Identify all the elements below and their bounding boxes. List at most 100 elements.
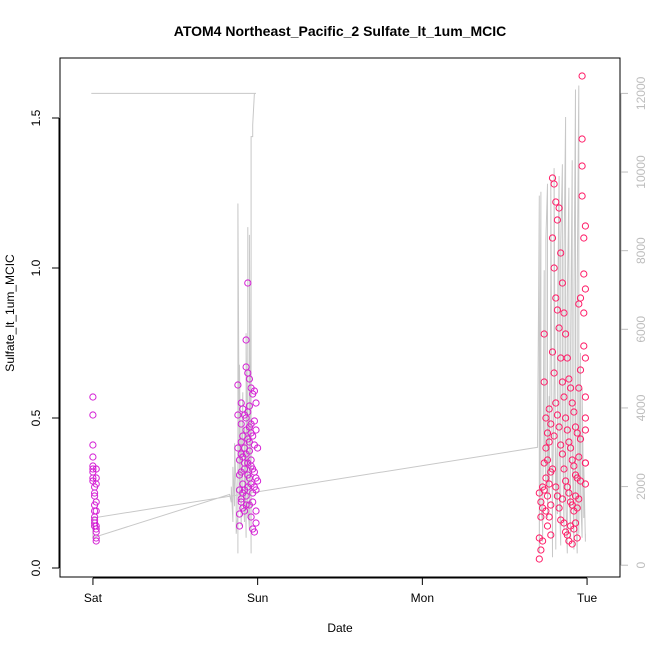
x-tick-label: Tue bbox=[577, 591, 598, 605]
data-point bbox=[543, 522, 552, 530]
data-point bbox=[237, 420, 245, 428]
x-tick-label: Sun bbox=[247, 591, 268, 605]
data-point bbox=[235, 522, 244, 530]
data-point bbox=[250, 468, 258, 476]
x-axis-label: Date bbox=[327, 621, 353, 635]
data-point bbox=[92, 525, 100, 533]
data-point bbox=[91, 489, 99, 497]
data-point bbox=[567, 444, 575, 452]
data-point bbox=[252, 426, 260, 434]
data-point bbox=[547, 420, 555, 428]
data-point bbox=[552, 483, 560, 491]
data-point bbox=[578, 135, 586, 143]
data-point bbox=[548, 234, 557, 242]
data-point bbox=[568, 540, 576, 548]
y2-tick-label: 0 bbox=[634, 562, 648, 569]
data-point bbox=[535, 555, 543, 563]
altitude-line-layer bbox=[91, 85, 586, 558]
data-point bbox=[581, 459, 590, 467]
data-point bbox=[550, 264, 558, 272]
data-point bbox=[540, 486, 548, 494]
plot-frame bbox=[59, 57, 621, 578]
data-point bbox=[555, 504, 563, 512]
data-point bbox=[553, 411, 562, 419]
y2-tick-label: 4000 bbox=[634, 394, 648, 421]
data-point bbox=[252, 507, 260, 515]
y-axis-right: 0 2000 4000 6000 8000 10000 12000 bbox=[620, 76, 648, 569]
data-point bbox=[576, 435, 585, 443]
data-point bbox=[542, 507, 550, 515]
data-point bbox=[543, 429, 552, 437]
y-tick-label: 0.5 bbox=[29, 409, 43, 426]
data-point bbox=[550, 432, 558, 440]
data-point bbox=[540, 330, 548, 338]
data-point bbox=[573, 534, 581, 542]
y-tick-label: 1.5 bbox=[29, 109, 43, 126]
x-axis: Sat Sun Mon Tue bbox=[84, 577, 598, 605]
data-point bbox=[560, 309, 568, 317]
data-point bbox=[250, 387, 258, 395]
data-point bbox=[542, 444, 550, 452]
data-point bbox=[89, 441, 97, 449]
data-point bbox=[542, 414, 550, 422]
data-point bbox=[560, 393, 568, 401]
data-point bbox=[580, 234, 588, 242]
data-point bbox=[552, 294, 560, 302]
data-point bbox=[244, 471, 252, 479]
data-point bbox=[245, 402, 253, 410]
data-point bbox=[578, 162, 586, 170]
data-point bbox=[242, 426, 250, 434]
data-point bbox=[252, 486, 260, 494]
data-point bbox=[552, 198, 560, 206]
data-point bbox=[570, 408, 578, 416]
data-point bbox=[545, 480, 553, 488]
data-point bbox=[581, 222, 590, 230]
data-point bbox=[89, 453, 97, 461]
x-tick-label: Mon bbox=[411, 591, 434, 605]
y2-tick-label: 6000 bbox=[634, 316, 648, 343]
data-point bbox=[242, 501, 250, 509]
points-layer bbox=[89, 72, 590, 563]
data-point bbox=[553, 306, 562, 314]
data-point bbox=[581, 426, 590, 434]
data-point bbox=[247, 420, 255, 428]
data-point bbox=[552, 399, 560, 407]
data-point bbox=[89, 393, 97, 401]
data-point bbox=[543, 492, 552, 500]
data-point bbox=[254, 444, 262, 452]
data-point bbox=[555, 324, 563, 332]
altitude-line-0 bbox=[91, 85, 586, 558]
data-point bbox=[92, 522, 100, 530]
data-point bbox=[578, 192, 586, 200]
data-point bbox=[555, 204, 563, 212]
data-point bbox=[237, 450, 245, 458]
data-point bbox=[576, 366, 585, 374]
data-point bbox=[92, 507, 100, 515]
data-point bbox=[550, 369, 558, 377]
y2-tick-label: 10000 bbox=[634, 155, 648, 189]
data-point bbox=[540, 378, 548, 386]
data-point bbox=[537, 546, 545, 554]
data-point bbox=[558, 378, 567, 386]
data-point bbox=[581, 414, 590, 422]
data-point bbox=[558, 450, 567, 458]
data-point bbox=[548, 465, 557, 473]
data-point bbox=[92, 465, 100, 473]
data-point bbox=[557, 441, 565, 449]
data-point bbox=[580, 342, 588, 350]
data-point bbox=[239, 489, 247, 497]
data-point bbox=[89, 474, 97, 482]
data-point bbox=[570, 462, 578, 470]
data-point bbox=[245, 375, 253, 383]
data-point bbox=[550, 180, 558, 188]
data-point bbox=[537, 513, 545, 521]
x-tick-label: Sat bbox=[84, 591, 103, 605]
y2-tick-label: 8000 bbox=[634, 237, 648, 264]
data-point bbox=[560, 519, 568, 527]
data-point bbox=[92, 534, 100, 542]
data-point bbox=[542, 474, 550, 482]
data-point bbox=[247, 462, 255, 470]
data-point bbox=[568, 399, 576, 407]
data-point bbox=[575, 495, 583, 503]
